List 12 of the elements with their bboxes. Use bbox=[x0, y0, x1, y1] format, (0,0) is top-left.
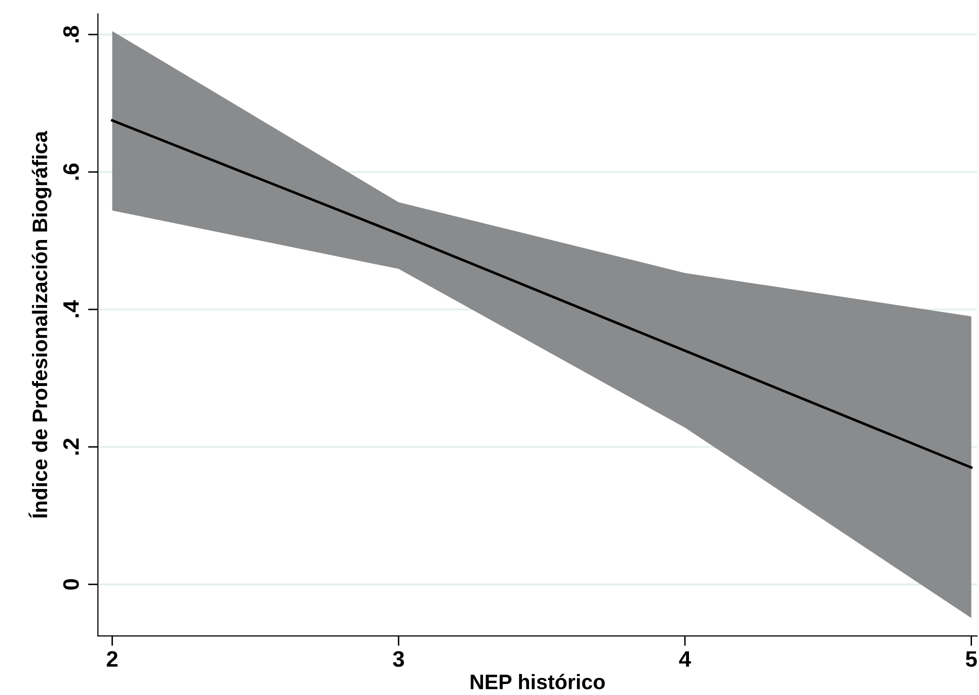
y-axis-title: Índice de Profesionalización Biográfica bbox=[28, 130, 52, 518]
x-tick-label: 4 bbox=[679, 651, 692, 667]
y-tick-label: .8 bbox=[63, 26, 79, 42]
y-tick-label: .4 bbox=[63, 300, 79, 318]
y-tick-label: .6 bbox=[63, 164, 79, 180]
x-tick-label: 3 bbox=[392, 651, 404, 667]
line-series bbox=[110, 119, 973, 469]
y-tick-label: .2 bbox=[63, 438, 79, 455]
x-tick-label: 2 bbox=[106, 651, 118, 667]
x-axis-title: NEP histórico bbox=[470, 674, 605, 690]
y-tick-label: 0 bbox=[63, 579, 79, 590]
x-tick-label: 5 bbox=[966, 651, 977, 667]
